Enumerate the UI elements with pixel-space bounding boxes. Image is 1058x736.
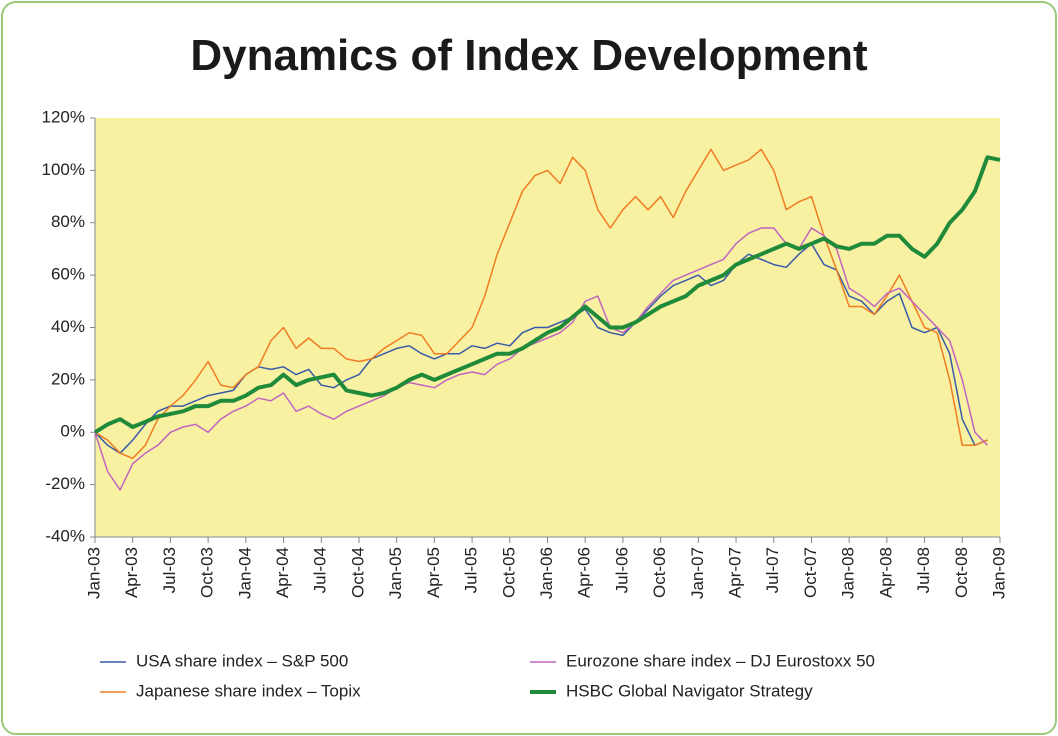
y-tick-label: 20%: [51, 369, 85, 388]
x-tick-label: Oct-05: [499, 547, 518, 598]
x-tick-label: Jan-09: [989, 547, 1008, 599]
x-tick-label: Jul-05: [462, 547, 481, 593]
x-tick-label: Oct-07: [801, 547, 820, 598]
x-tick-label: Apr-08: [876, 547, 895, 598]
legend-label: HSBC Global Navigator Strategy: [566, 681, 813, 700]
x-tick-label: Jan-08: [839, 547, 858, 599]
x-tick-label: Jul-07: [763, 547, 782, 593]
x-tick-label: Oct-08: [952, 547, 971, 598]
x-tick-label: Oct-04: [348, 547, 367, 598]
legend-label: USA share index – S&P 500: [136, 651, 348, 670]
y-tick-label: 60%: [51, 265, 85, 284]
y-tick-label: 100%: [42, 160, 85, 179]
x-tick-label: Jan-04: [235, 547, 254, 599]
x-tick-label: Jul-06: [612, 547, 631, 593]
series-line: [94, 148, 988, 460]
y-tick-label: -40%: [45, 526, 85, 545]
series-line: [94, 227, 988, 491]
x-tick-label: Jan-06: [537, 547, 556, 599]
x-tick-label: Jul-08: [914, 547, 933, 593]
x-tick-label: Oct-06: [650, 547, 669, 598]
legend-label: Japanese share index – Topix: [136, 681, 361, 700]
series-line: [93, 155, 1001, 434]
x-tick-label: Apr-07: [726, 547, 745, 598]
y-tick-label: 80%: [51, 212, 85, 231]
x-tick-label: Jan-07: [688, 547, 707, 599]
x-tick-label: Apr-05: [424, 547, 443, 598]
x-tick-label: Jul-04: [311, 547, 330, 593]
x-tick-label: Jul-03: [160, 547, 179, 593]
chart-title: Dynamics of Index Development: [190, 31, 868, 80]
x-tick-label: Jan-03: [84, 547, 103, 599]
x-tick-label: Jan-05: [386, 547, 405, 599]
legend-label: Eurozone share index – DJ Eurostoxx 50: [566, 651, 875, 670]
x-tick-label: Apr-04: [273, 547, 292, 598]
x-tick-label: Apr-06: [575, 547, 594, 598]
y-tick-label: 40%: [51, 317, 85, 336]
y-tick-label: 120%: [42, 107, 85, 126]
y-tick-label: 0%: [60, 422, 85, 441]
x-tick-label: Oct-03: [198, 547, 217, 598]
y-tick-label: -20%: [45, 474, 85, 493]
x-tick-label: Apr-03: [122, 547, 141, 598]
